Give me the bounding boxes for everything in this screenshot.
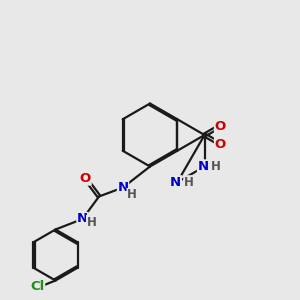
Text: O: O bbox=[214, 119, 226, 133]
Text: N: N bbox=[170, 176, 181, 189]
Text: H: H bbox=[87, 215, 96, 229]
Text: Cl: Cl bbox=[30, 280, 45, 293]
Text: H: H bbox=[127, 188, 137, 202]
Text: H: H bbox=[184, 176, 194, 189]
Text: N: N bbox=[117, 181, 129, 194]
Text: N: N bbox=[197, 160, 208, 173]
Text: H: H bbox=[211, 160, 221, 173]
Text: O: O bbox=[214, 137, 226, 151]
Text: O: O bbox=[80, 172, 91, 185]
Text: N: N bbox=[77, 212, 88, 226]
